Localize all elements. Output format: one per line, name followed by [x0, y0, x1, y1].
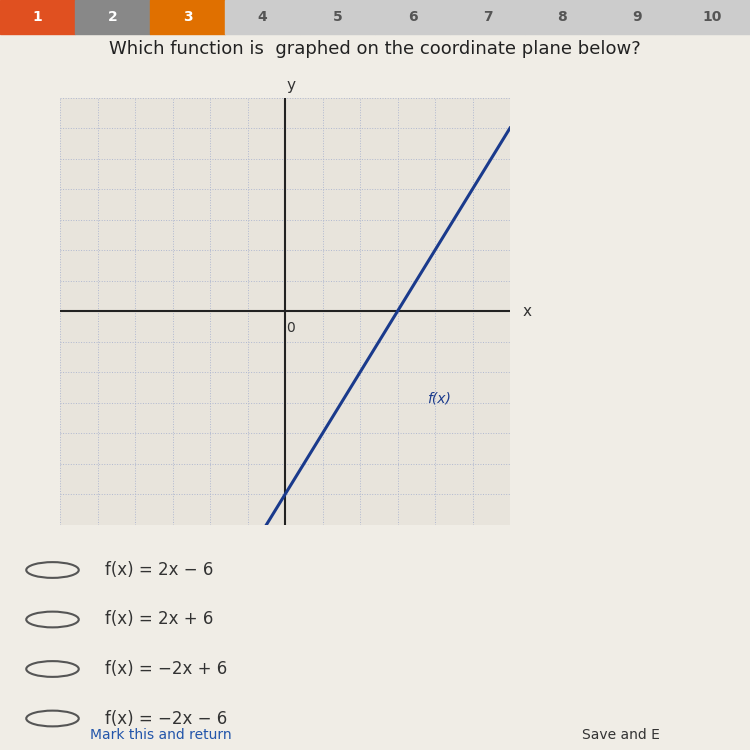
Text: f(x) = 2x − 6: f(x) = 2x − 6 — [105, 561, 213, 579]
Bar — [75, 0, 150, 34]
Bar — [600, 0, 675, 34]
Text: 4: 4 — [258, 10, 267, 24]
Bar — [150, 0, 225, 34]
Bar — [450, 0, 525, 34]
Text: f(x): f(x) — [427, 392, 451, 406]
Text: Mark this and return: Mark this and return — [90, 728, 232, 742]
Bar — [0, 0, 75, 34]
Bar — [525, 0, 600, 34]
Text: 0: 0 — [286, 321, 295, 335]
Text: x: x — [522, 304, 531, 319]
Text: 7: 7 — [483, 10, 492, 24]
Text: 5: 5 — [333, 10, 342, 24]
Text: 8: 8 — [557, 10, 567, 24]
Bar — [675, 0, 750, 34]
Text: 2: 2 — [108, 10, 117, 24]
Text: y: y — [286, 78, 295, 93]
Text: 3: 3 — [183, 10, 192, 24]
Text: f(x) = 2x + 6: f(x) = 2x + 6 — [105, 610, 213, 628]
Text: 1: 1 — [33, 10, 42, 24]
Text: 9: 9 — [633, 10, 642, 24]
Text: 10: 10 — [703, 10, 722, 24]
Text: f(x) = −2x + 6: f(x) = −2x + 6 — [105, 660, 227, 678]
Text: f(x) = −2x − 6: f(x) = −2x − 6 — [105, 710, 227, 728]
Bar — [300, 0, 375, 34]
Text: Save and E: Save and E — [582, 728, 660, 742]
Text: 6: 6 — [408, 10, 417, 24]
Bar — [225, 0, 300, 34]
Text: Which function is  graphed on the coordinate plane below?: Which function is graphed on the coordin… — [110, 40, 640, 58]
Bar — [375, 0, 450, 34]
